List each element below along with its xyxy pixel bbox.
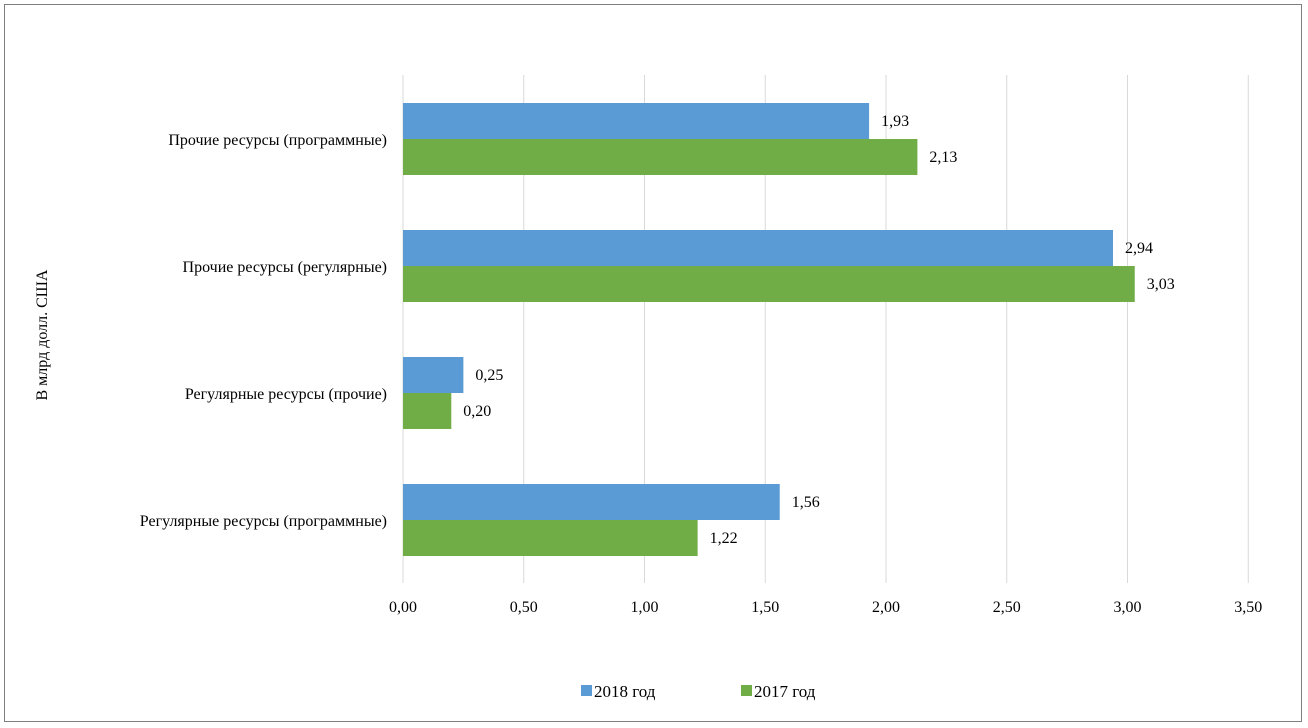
data-label: 1,93 bbox=[881, 113, 909, 130]
legend-swatch bbox=[741, 685, 752, 696]
x-tick-label: 0,00 bbox=[389, 599, 417, 616]
data-label: 3,03 bbox=[1147, 276, 1175, 293]
x-tick-label: 2,00 bbox=[872, 599, 900, 616]
x-tick-label: 1,50 bbox=[751, 599, 779, 616]
x-tick-label: 2,50 bbox=[993, 599, 1021, 616]
bar bbox=[403, 520, 698, 556]
category-label: Регулярные ресурсы (программные) bbox=[140, 513, 387, 530]
bar bbox=[403, 103, 870, 139]
legend-label: 2017 год bbox=[754, 682, 816, 701]
bars: 1,93 2,13 2,94 3,03 0,25 0,20 1,56 1,22 bbox=[403, 103, 1175, 556]
bar bbox=[403, 393, 452, 429]
legend-swatch bbox=[581, 685, 592, 696]
data-label: 2,94 bbox=[1125, 240, 1153, 257]
y-axis-title: В млрд долл. США bbox=[34, 269, 51, 400]
x-tick-label: 1,00 bbox=[631, 599, 659, 616]
category-labels: Прочие ресурсы (программные) Прочие ресур… bbox=[140, 132, 387, 530]
x-tick-label: 0,50 bbox=[510, 599, 538, 616]
data-label: 2,13 bbox=[929, 149, 957, 166]
data-label: 0,25 bbox=[475, 367, 503, 384]
bar bbox=[403, 266, 1135, 302]
legend: 2018 год 2017 год bbox=[581, 682, 816, 701]
x-tick-labels: 0,00 0,50 1,00 1,50 2,00 2,50 3,00 3,50 bbox=[389, 599, 1262, 616]
bar bbox=[403, 357, 464, 393]
category-label: Регулярные ресурсы (прочие) bbox=[185, 386, 387, 403]
bar bbox=[403, 484, 780, 520]
data-label: 1,56 bbox=[792, 494, 820, 511]
x-tick-label: 3,00 bbox=[1114, 599, 1142, 616]
bar bbox=[403, 230, 1114, 266]
bar bbox=[403, 139, 918, 175]
legend-label: 2018 год bbox=[594, 682, 656, 701]
category-label: Прочие ресурсы (регулярные) bbox=[183, 259, 387, 276]
category-label: Прочие ресурсы (программные) bbox=[168, 132, 387, 149]
data-label: 0,20 bbox=[463, 403, 491, 420]
data-label: 1,22 bbox=[710, 530, 738, 547]
x-tick-label: 3,50 bbox=[1234, 599, 1262, 616]
